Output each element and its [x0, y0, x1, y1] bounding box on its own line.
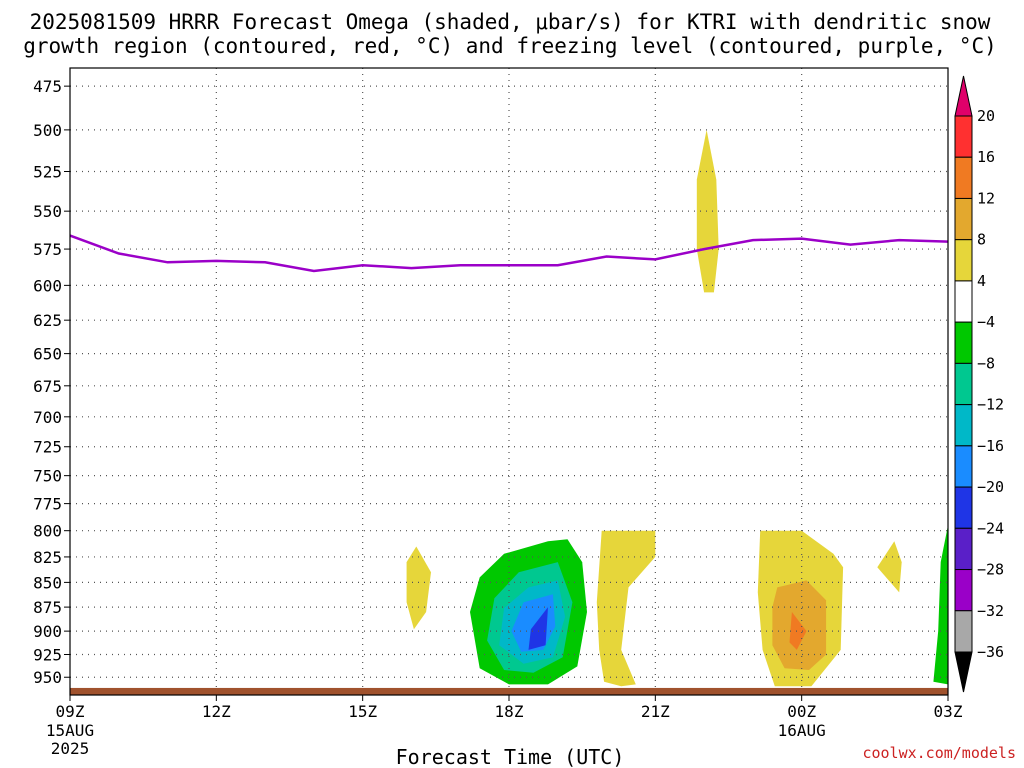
colorbar-label: −20 — [977, 478, 1004, 496]
y-tick-label: 700 — [33, 408, 62, 427]
y-tick-label: 600 — [33, 276, 62, 295]
colorbar-swatch — [954, 445, 973, 488]
y-tick-label: 950 — [33, 668, 62, 687]
y-tick-label: 550 — [33, 202, 62, 221]
omega-region — [877, 541, 902, 593]
y-tick-label: 675 — [33, 377, 62, 396]
y-tick-label: 750 — [33, 467, 62, 486]
colorbar-label: −4 — [977, 313, 995, 331]
colorbar-swatch — [954, 610, 973, 653]
colorbar-label: −12 — [977, 396, 1004, 414]
y-tick-label: 850 — [33, 573, 62, 592]
plot-area — [69, 67, 949, 696]
y-tick-label: 775 — [33, 495, 62, 514]
x-tick-date: 16AUG — [778, 721, 826, 740]
colorbar-label: 8 — [977, 231, 986, 249]
y-tick-label: 575 — [33, 240, 62, 259]
colorbar-swatch — [954, 362, 973, 406]
omega-region — [696, 129, 719, 293]
colorbar-swatch — [954, 404, 973, 447]
y-tick-label: 825 — [33, 548, 62, 567]
colorbar-swatch — [954, 280, 973, 323]
x-tick-label: 12Z — [202, 702, 231, 721]
y-axis: 475 500 525 550 575 600 625 650 675 700 725 750 775 8… — [33, 77, 70, 687]
x-tick-label: 21Z — [641, 702, 670, 721]
colorbar-label: 12 — [977, 189, 995, 207]
colorbar-label: −16 — [977, 437, 1004, 455]
y-tick-label: 725 — [33, 438, 62, 457]
source-credit: coolwx.com/models — [862, 744, 1016, 762]
colorbar-label: −8 — [977, 354, 995, 372]
freezing-level-line — [69, 234, 949, 273]
y-tick-label: 625 — [33, 311, 62, 330]
x-tick-label: 15Z — [348, 702, 377, 721]
y-tick-label: 875 — [33, 598, 62, 617]
x-tick-date: 15AUG — [46, 721, 94, 740]
y-tick-label: 475 — [33, 77, 62, 96]
colorbar-swatch — [954, 527, 973, 571]
colorbar-label: 20 — [977, 107, 995, 125]
colorbar-label: −28 — [977, 561, 1004, 579]
omega-region — [596, 530, 656, 687]
x-tick-label: 00Z — [787, 702, 816, 721]
y-tick-label: 925 — [33, 645, 62, 664]
colorbar-label: 16 — [977, 148, 995, 166]
colorbar-swatch — [954, 569, 973, 612]
omega-region — [406, 546, 431, 630]
colorbar-label: −32 — [977, 602, 1004, 620]
y-tick-label: 800 — [33, 522, 62, 541]
colorbar: 20 16 12 8 4 −4 −8 −12 −16 −20 −24 −28 −32 −36 — [954, 75, 1004, 693]
x-tick-label: 18Z — [495, 702, 524, 721]
y-tick-label: 900 — [33, 622, 62, 641]
chart-title-line-1: 2025081509 HRRR Forecast Omega (shaded, … — [30, 10, 991, 34]
omega-region — [789, 612, 807, 650]
chart-title-line-2: growth region (contoured, red, °C) and f… — [23, 34, 997, 58]
omega-region — [933, 525, 948, 685]
x-tick-year: 2025 — [51, 739, 90, 758]
terrain-strip — [70, 687, 948, 695]
colorbar-top-arrow — [954, 75, 973, 117]
colorbar-label: 4 — [977, 272, 986, 290]
x-tick-label: 03Z — [934, 702, 963, 721]
colorbar-label: −36 — [977, 643, 1004, 661]
x-axis-label: Forecast Time (UTC) — [396, 745, 625, 768]
colorbar-label: −24 — [977, 519, 1004, 537]
colorbar-swatch — [954, 156, 973, 199]
omega-region — [528, 607, 548, 650]
colorbar-swatch — [954, 197, 973, 241]
colorbar-swatch — [954, 115, 973, 158]
y-tick-label: 500 — [33, 121, 62, 140]
x-tick-label: 09Z — [56, 702, 85, 721]
colorbar-bottom-arrow — [954, 651, 973, 693]
y-tick-label: 650 — [33, 345, 62, 364]
colorbar-swatch — [954, 321, 973, 364]
colorbar-swatch — [954, 486, 973, 529]
colorbar-swatch — [954, 239, 973, 282]
y-tick-label: 525 — [33, 162, 62, 181]
